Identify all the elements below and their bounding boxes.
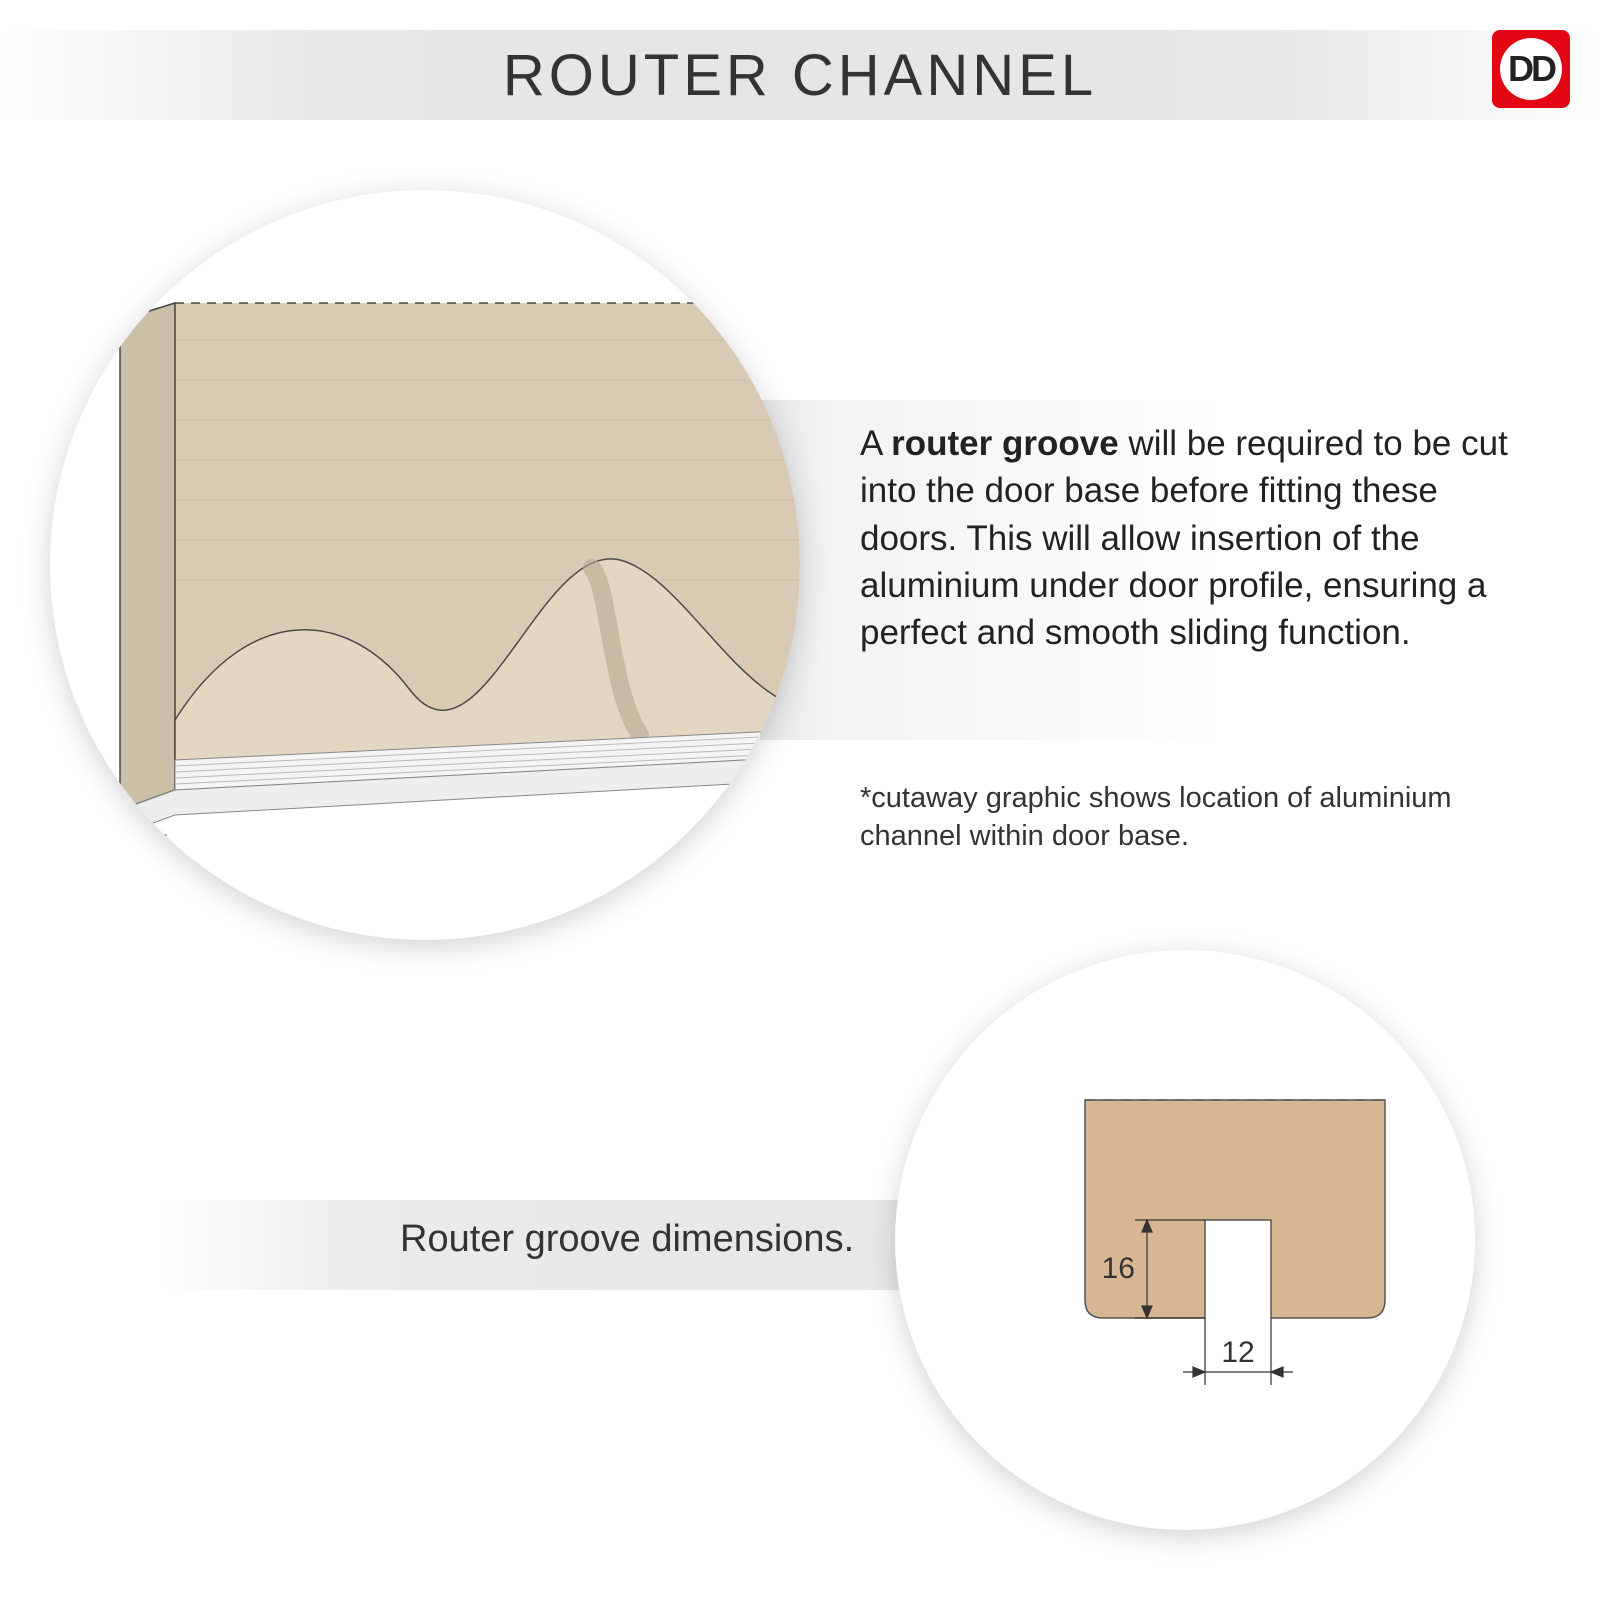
description-bold: router groove [891, 424, 1119, 463]
description-prefix: A [860, 424, 891, 463]
description-text: A router groove will be required to be c… [860, 420, 1520, 656]
footnote-text: *cutaway graphic shows location of alumi… [860, 780, 1500, 855]
groove-section-diagram: 16 12 [965, 1040, 1405, 1440]
brand-logo: DD [1492, 30, 1570, 108]
header-band: ROUTER CHANNEL [0, 30, 1600, 120]
brand-logo-text: DD [1500, 38, 1562, 100]
cutaway-circle [50, 190, 800, 940]
description-block: A router groove will be required to be c… [860, 420, 1520, 656]
groove-width-value: 12 [1221, 1336, 1254, 1369]
page-title: ROUTER CHANNEL [503, 42, 1097, 109]
cutaway-illustration [50, 190, 800, 940]
groove-depth-value: 16 [1102, 1252, 1135, 1285]
dimensions-label: Router groove dimensions. [400, 1218, 854, 1261]
dimensions-circle: 16 12 [895, 950, 1475, 1530]
